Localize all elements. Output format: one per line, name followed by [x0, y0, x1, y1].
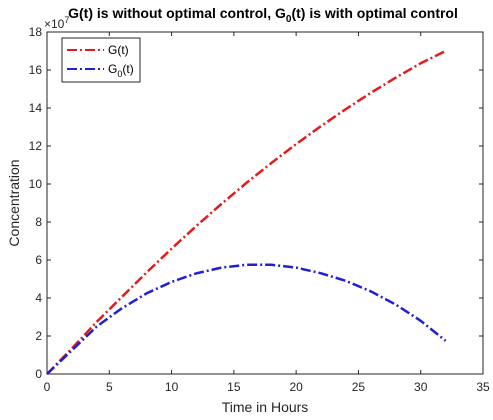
legend: G(t) G0(t): [61, 37, 141, 83]
y-tick-label: 8: [35, 215, 42, 229]
y-tick-label: 6: [35, 253, 42, 267]
x-tick-label: 15: [227, 380, 241, 394]
x-tick-label: 35: [476, 380, 490, 394]
x-tick-label: 0: [44, 380, 51, 394]
x-tick-label: 25: [352, 380, 366, 394]
plot-area: [46, 31, 484, 375]
legend-label-g0: G0(t): [108, 62, 134, 79]
y-tick-label: 18: [29, 25, 43, 39]
chart-title: G(t) is without optimal control, G0(t) i…: [68, 5, 458, 25]
y-tick-label: 14: [29, 101, 43, 115]
y-tick-label: 16: [29, 63, 43, 77]
y-tick-label: 4: [35, 291, 42, 305]
x-tick-label: 10: [165, 380, 179, 394]
y-tick-label: 12: [29, 139, 43, 153]
x-tick-label: 5: [106, 380, 113, 394]
series-lines: [46, 49, 447, 375]
y-axis-exponent: ×107: [44, 15, 69, 31]
y-axis: 0 2 4 6 8 10 12 14 16 18: [29, 25, 483, 381]
y-tick-label: 0: [35, 367, 42, 381]
x-tick-label: 20: [289, 380, 303, 394]
y-tick-label: 10: [29, 177, 43, 191]
legend-box: [61, 37, 141, 83]
y-tick-label: 2: [35, 329, 42, 343]
x-tick-label: 30: [414, 380, 428, 394]
legend-label-g: G(t): [108, 43, 129, 57]
series-line-g: [46, 49, 447, 375]
x-axis-label: Time in Hours: [222, 399, 309, 415]
x-axis: 0 5 10 15 20 25 30 35: [44, 32, 490, 394]
y-axis-label: Concentration: [6, 159, 22, 246]
